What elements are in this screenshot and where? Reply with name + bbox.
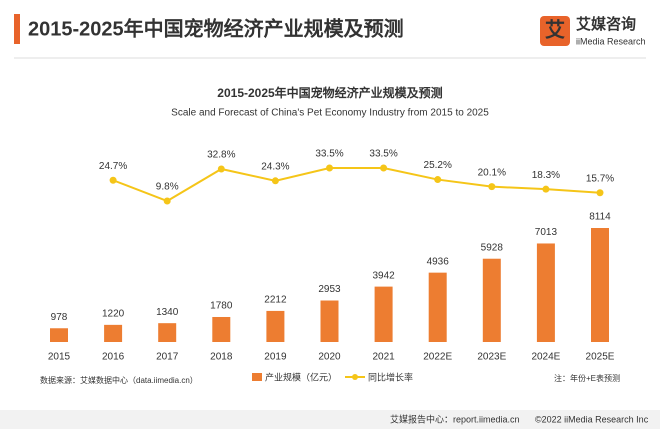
bar-label: 5928 [481, 242, 504, 253]
bar [374, 286, 393, 342]
growth-label: 25.2% [424, 160, 452, 171]
x-tick-label: 2015 [48, 352, 71, 363]
x-tick-label: 2021 [372, 352, 395, 363]
growth-label: 33.5% [315, 149, 343, 160]
logo-icon [540, 16, 570, 46]
chart-subtitle: Scale and Forecast of China's Pet Econom… [171, 108, 489, 119]
x-tick-label: 2023E [477, 352, 506, 363]
bar-label: 7013 [535, 227, 558, 238]
page-title: 2015-2025年中国宠物经济产业规模及预测 [28, 16, 404, 40]
growth-point [380, 164, 388, 172]
bar [536, 243, 555, 342]
chart-title: 2015-2025年中国宠物经济产业规模及预测 [217, 85, 442, 100]
bar [158, 323, 177, 342]
bar-label: 2953 [318, 284, 341, 295]
growth-label: 15.7% [586, 173, 614, 184]
growth-point [434, 176, 442, 184]
growth-point [326, 164, 333, 172]
legend-dot [352, 374, 358, 380]
bar [320, 300, 339, 342]
legend-label: 产业规模（亿元） [265, 371, 337, 382]
bar-label: 1780 [210, 301, 233, 312]
bar-label: 8114 [589, 212, 611, 223]
bar-label: 3942 [372, 270, 395, 281]
source: 数据来源：艾媒数据中心（data.iimedia.cn） [40, 375, 198, 385]
x-tick-label: 2019 [264, 352, 287, 363]
legend-label: 同比增长率 [368, 371, 413, 382]
growth-label: 24.7% [99, 161, 127, 172]
x-tick-label: 2025E [586, 352, 615, 363]
bar [212, 316, 231, 342]
logo-en: iiMedia Research [576, 36, 646, 46]
logo-cn: 艾媒咨询 [576, 15, 636, 33]
bar [266, 310, 285, 342]
growth-label: 18.3% [532, 170, 560, 181]
growth-label: 24.3% [261, 161, 289, 172]
x-tick-label: 2018 [210, 352, 233, 363]
bar-label: 2212 [264, 295, 287, 306]
bar [104, 324, 123, 342]
bar [591, 228, 609, 342]
growth-point [271, 177, 279, 185]
growth-point [163, 197, 171, 205]
bar-label: 978 [51, 312, 68, 323]
x-tick-label: 2017 [156, 352, 179, 363]
bar-label: 1340 [156, 307, 179, 318]
growth-point [488, 183, 496, 191]
title-accent [14, 14, 20, 44]
x-tick-label: 2020 [318, 352, 341, 363]
growth-label: 33.5% [369, 149, 397, 160]
growth-point [596, 189, 604, 197]
copyright: ©2022 iiMedia Research Inc [535, 414, 649, 424]
growth-line [112, 167, 601, 203]
x-tick-label: 2016 [102, 352, 125, 363]
growth-point [542, 185, 550, 193]
bar-label: 1220 [102, 308, 125, 319]
bar [428, 272, 447, 342]
x-tick-label: 2022E [423, 352, 452, 363]
x-tick-label: 2024E [531, 352, 560, 363]
report-link: 艾媒报告中心：report.iimedia.cn [390, 413, 520, 424]
growth-label: 20.1% [478, 167, 506, 178]
legend-swatch [252, 373, 262, 381]
note: 注：年份+E表预测 [554, 373, 620, 383]
growth-label: 9.8% [156, 182, 179, 193]
bar [50, 328, 68, 342]
bar [482, 258, 501, 342]
growth-point [217, 165, 225, 173]
bar-label: 4936 [427, 256, 450, 267]
growth-label: 32.8% [207, 150, 235, 161]
growth-point [109, 176, 117, 184]
footer-bar [0, 410, 660, 429]
logo-glyph: 艾 [545, 18, 565, 41]
